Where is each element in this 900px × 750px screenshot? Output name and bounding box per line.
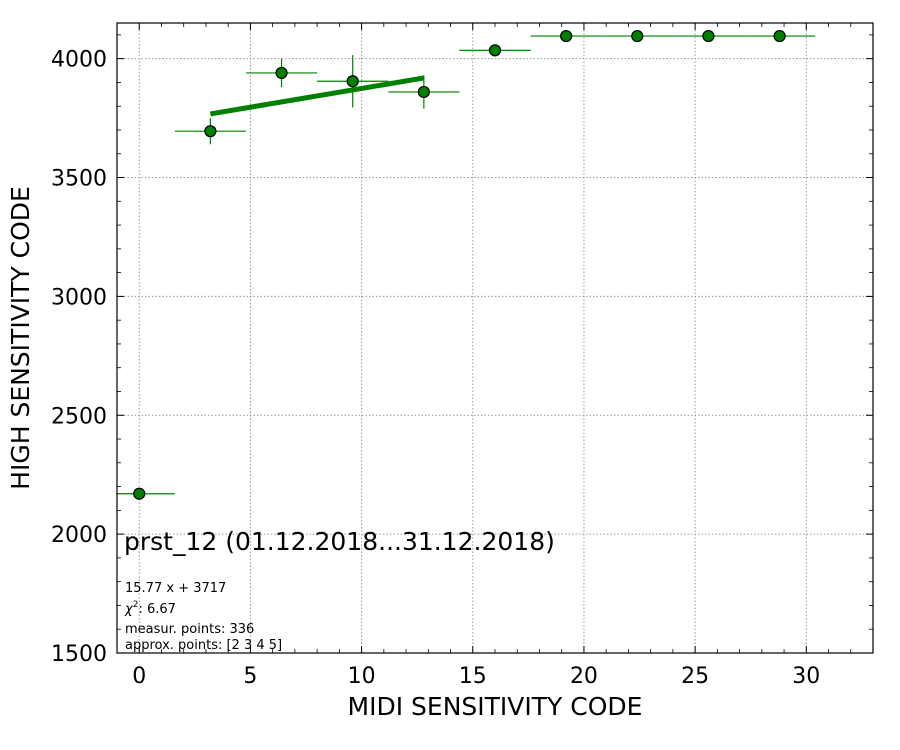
data-point	[133, 487, 146, 500]
data-point	[204, 125, 217, 138]
x-tick-label: 25	[681, 664, 709, 689]
chart-annotation-title: prst_12 (01.12.2018...31.12.2018)	[124, 527, 555, 556]
y-axis-label: HIGH SENSITIVITY CODE	[6, 186, 35, 490]
data-point	[773, 29, 786, 43]
measured-points: measur. points: 336	[125, 622, 254, 637]
y-tick-label: 2000	[51, 523, 107, 548]
x-tick-label: 0	[132, 664, 146, 689]
grid	[117, 23, 873, 654]
y-tick-label: 1500	[51, 642, 107, 667]
y-tick-label: 3500	[51, 167, 107, 192]
data-point	[417, 85, 430, 99]
x-tick-label: 30	[792, 664, 820, 689]
chi2-symbol: χ	[124, 602, 134, 617]
x-tick-labels: 0 5 10 15 20 25 30	[132, 664, 820, 689]
approx-points: approx. points: [2 3 4 5]	[125, 638, 282, 653]
y-tick-label: 4000	[51, 48, 107, 73]
data-point	[560, 29, 573, 43]
fit-equation: 15.77 x + 3717	[125, 581, 226, 596]
major-ticks	[117, 23, 873, 654]
data-point	[275, 66, 288, 80]
minor-ticks	[116, 23, 874, 653]
x-axis-label: MIDI SENSITIVITY CODE	[348, 692, 643, 721]
data-point	[631, 29, 644, 43]
chi2-rest: : 6.67	[138, 602, 175, 617]
fit-line	[209, 75, 425, 117]
y-tick-label: 3000	[51, 285, 107, 310]
data-point	[702, 29, 715, 43]
fit-line-group	[209, 75, 425, 117]
data-points	[133, 29, 786, 500]
data-point	[488, 44, 502, 57]
data-point	[346, 75, 359, 88]
x-tick-label: 15	[459, 664, 487, 689]
x-tick-label: 5	[243, 664, 257, 689]
chi2-exponent: 2	[133, 600, 139, 610]
chi2-value: χ2: 6.67	[124, 600, 176, 617]
plot-frame	[116, 22, 874, 654]
y-tick-label: 2500	[51, 404, 107, 429]
x-tick-label: 20	[570, 664, 598, 689]
x-tick-label: 10	[348, 664, 376, 689]
error-bars	[117, 35, 816, 495]
y-tick-labels: 1500 2000 2500 3000 3500 4000	[51, 48, 107, 667]
